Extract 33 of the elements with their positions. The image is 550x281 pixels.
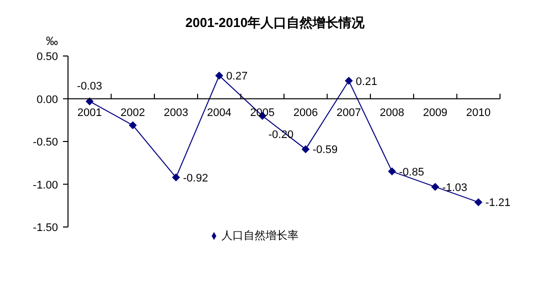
data-label: 0.27	[226, 70, 248, 83]
point	[388, 167, 396, 176]
data-label: -1.21	[485, 197, 510, 210]
x-tick-label: 2003	[164, 106, 188, 119]
point	[431, 182, 440, 191]
data-label: -1.03	[442, 182, 468, 194]
x-tick-label: 2002	[120, 106, 146, 119]
data-label: 0.21	[356, 76, 378, 88]
data-label: -0.85	[399, 166, 424, 178]
legend-label: 人口自然增长率	[222, 230, 298, 242]
point	[474, 198, 482, 206]
y-tick-label: -0.50	[32, 136, 58, 148]
x-tick-label: 2007	[336, 106, 362, 119]
x-tick-label: 2008	[380, 106, 404, 119]
y-tick-label: -1.50	[32, 222, 58, 234]
x-tick-label: 2009	[422, 106, 448, 119]
x-tick-label: 2001	[77, 106, 102, 119]
point	[302, 145, 310, 154]
y-tick-label: 0.00	[36, 94, 58, 106]
point	[215, 72, 224, 80]
chart-title: 2001-2010年人口自然增长情况	[184, 14, 366, 32]
data-label: -0.59	[312, 144, 338, 156]
x-tick-label: 2004	[206, 106, 232, 119]
point	[172, 173, 180, 182]
point	[128, 121, 137, 130]
data-label: -0.03	[77, 80, 102, 92]
data-label: -0.92	[183, 172, 208, 184]
y-axis-title: ‰	[46, 34, 58, 48]
x-tick-label: 2010	[466, 106, 491, 119]
x-tick-label: 2006	[293, 106, 318, 119]
y-tick-label: -1.00	[32, 179, 58, 192]
y-tick-label: 0.50	[36, 51, 58, 63]
point	[344, 76, 353, 85]
